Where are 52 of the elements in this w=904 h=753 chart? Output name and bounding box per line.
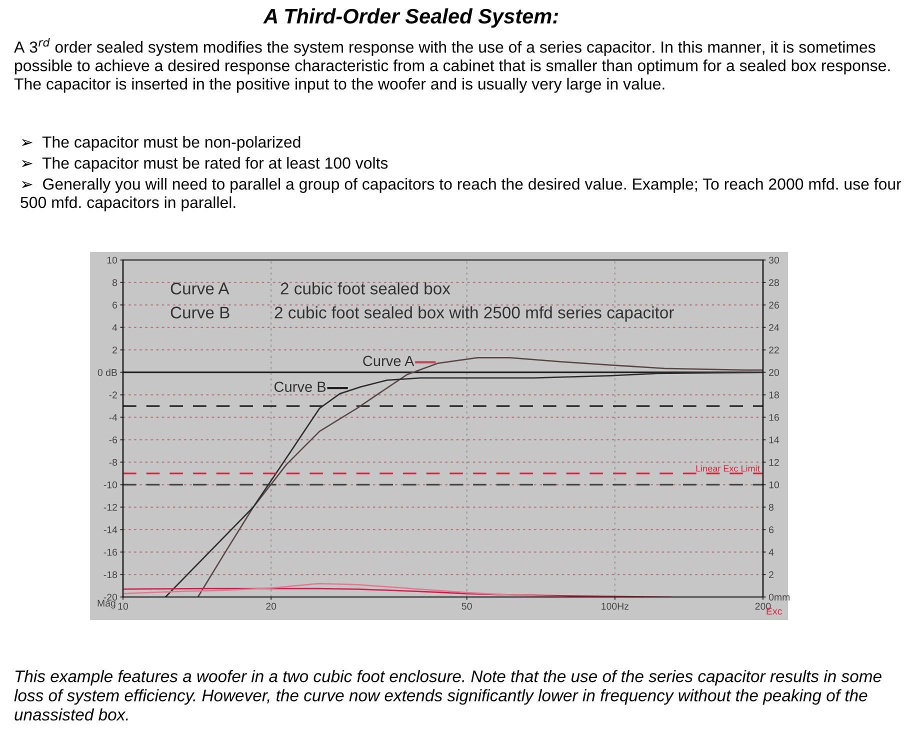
y2-tick-label: 30: [768, 256, 779, 264]
chart-title: A Third-Order Sealed System:: [263, 8, 558, 28]
text: This example features a woofer in a two cubic foot enclosure. Note that the use of the series capacitor results in some loss of system efficiency. However, the curve now extends significantly lower in frequency without the peaking of the unassisted box.: [14, 670, 882, 721]
text: ➢ The capacitor must be non-polarized: [22, 136, 300, 151]
y2-tick-label: 10: [769, 481, 779, 488]
y-tick-label: 0 dB: [98, 368, 117, 376]
annotation: 2 cubic foot sealed box: [280, 282, 450, 294]
y-tick-label: -20: [104, 594, 118, 601]
y-tick-label: -10: [104, 481, 118, 488]
annotation: Curve A: [170, 282, 230, 294]
y2-tick-label: 2: [769, 571, 774, 578]
y-axis-title: Mag: [98, 600, 116, 609]
y2-axis-title: Exc: [766, 608, 782, 615]
y-tick-label: -6: [109, 436, 118, 444]
ref-line-label: Linear Exc Limit: [696, 465, 760, 472]
x-tick-label: 200: [755, 602, 771, 610]
annotation: Curve B: [274, 382, 326, 392]
y-tick-label: 10: [107, 256, 118, 264]
y2-tick-label: 18: [769, 392, 779, 398]
x-tick-label: 100Hz: [602, 602, 628, 610]
y2-tick-label: 24: [769, 324, 780, 331]
x-tick-label: 20: [266, 602, 276, 610]
text: ➢ The capacitor must be rated for at least 100 volts: [22, 157, 388, 172]
x-tick-label: 50: [462, 602, 472, 610]
x-tick-label: 10: [118, 602, 128, 610]
y2-tick-label: 20: [769, 369, 779, 376]
y-tick-label: -8: [109, 458, 118, 466]
y-tick-label: -4: [109, 414, 118, 421]
y2-tick-label: 6: [769, 526, 774, 534]
y-tick-label: 4: [112, 324, 118, 331]
y2-tick-label: 14: [769, 436, 780, 444]
y-tick-label: 2: [112, 346, 117, 354]
y-tick-label: -12: [104, 504, 117, 511]
y2-tick-label: 0mm: [768, 594, 790, 601]
y2-tick-label: 4: [768, 548, 774, 556]
y-tick-label: -2: [109, 392, 117, 398]
y2-tick-label: 28: [769, 279, 779, 286]
y-tick-label: -16: [104, 548, 118, 556]
y2-tick-label: 8: [768, 504, 774, 511]
y-tick-label: 8: [112, 279, 118, 286]
y2-tick-label: 12: [769, 458, 779, 466]
chart-subtitle: A 3$^{rd}$ order sealed system modifies the system response with the use of a series capacitor. In this manner, it is sometimes possible to achieve a desired response characteristic from a cabinet that is smaller than optimum for a sealed box response. The capacitor is inserted in the positive input to the woofer and is usually very large in value.: [14, 38, 890, 93]
y-tick-label: -14: [104, 526, 118, 534]
text: ➢ Generally you will need to parallel a group of capacitors to reach the desired value. Example; To reach 2000 mfd. use four 500 mfd. capacitors in parallel.: [20, 178, 902, 212]
annotation: Curve A: [363, 356, 414, 366]
annotation: 2 cubic foot sealed box with 2500 mfd series capacitor: [274, 306, 674, 322]
y2-tick-label: 16: [769, 414, 779, 421]
y-tick-label: 6: [112, 302, 118, 309]
y2-tick-label: 22: [769, 346, 779, 354]
annotation: Curve B: [170, 306, 230, 318]
y2-tick-label: 26: [769, 302, 779, 309]
y-tick-label: -18: [104, 571, 118, 578]
